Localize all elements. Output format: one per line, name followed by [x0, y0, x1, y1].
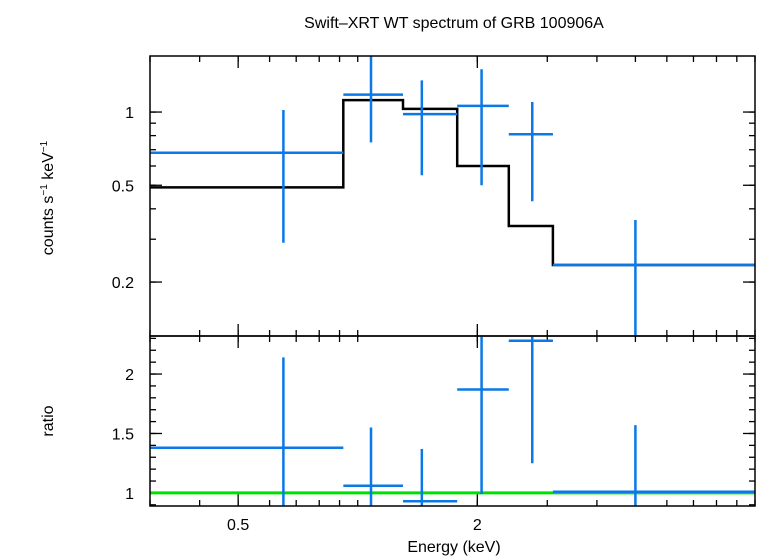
data-point	[343, 56, 403, 143]
y-label-exp1: −1	[39, 184, 50, 196]
data-point	[457, 336, 509, 495]
y-axis-label-ratio: ratio	[40, 405, 57, 436]
y-label-mid: keV	[40, 152, 57, 184]
y-tick-label: 1	[125, 105, 134, 122]
y-tick-label: 0.2	[112, 275, 134, 292]
data-point	[402, 448, 458, 506]
y-tick-label: 1.5	[112, 426, 134, 443]
panel-frame	[149, 335, 756, 507]
model-step-line	[150, 98, 755, 267]
y-tick-label: 0.5	[112, 178, 134, 195]
y-tick-label: 2	[125, 367, 134, 384]
data-point	[552, 219, 755, 336]
ratio-panel: 1 1.5 2 0.5 2	[112, 335, 756, 534]
y-label-exp2: −1	[39, 140, 50, 152]
data-point	[457, 69, 509, 186]
chart-title: Swift–XRT WT spectrum of GRB 100906A	[304, 15, 604, 32]
data-point	[508, 101, 553, 202]
spectrum-panel: 0.2 0.5 1	[112, 55, 756, 337]
x-axis-label: Energy (keV)	[407, 539, 500, 556]
data-point	[343, 427, 403, 506]
data-point	[150, 109, 344, 243]
data-point	[402, 80, 458, 176]
x-tick-label: 0.5	[227, 517, 249, 534]
panel-frame	[149, 55, 756, 337]
y-label-main: counts s	[40, 196, 57, 256]
data-point	[150, 357, 344, 506]
y-tick-label: 1	[125, 486, 134, 503]
y-axis-label-spectrum: counts s−1 keV−1	[39, 140, 57, 255]
x-tick-label: 2	[473, 517, 482, 534]
data-point	[552, 425, 755, 506]
data-point	[508, 336, 553, 464]
